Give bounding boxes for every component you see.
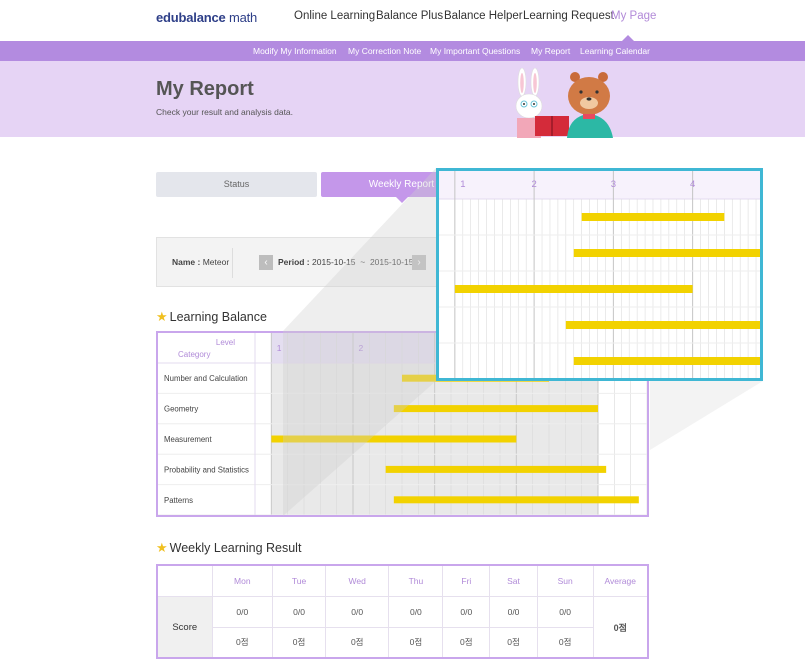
magnified-level-label: 2 xyxy=(531,179,536,190)
day-header-tue: Tue xyxy=(272,564,327,598)
magnified-bar xyxy=(454,285,693,293)
points-cell: 0점 xyxy=(388,626,444,659)
active-tab-indicator xyxy=(396,197,408,203)
chevron-right-icon: › xyxy=(417,257,421,268)
active-menu-indicator xyxy=(622,35,634,41)
site-logo[interactable]: edubalance math xyxy=(156,10,258,25)
subnav-learning-calendar[interactable]: Learning Calendar xyxy=(580,46,650,56)
subnav-correction-note[interactable]: My Correction Note xyxy=(348,46,422,56)
page-title: My Report xyxy=(156,78,254,100)
magnified-bar xyxy=(581,213,725,221)
magnified-bar xyxy=(573,357,760,365)
day-header-mon: Mon xyxy=(211,564,274,598)
fraction-cell: 0/0 xyxy=(442,596,491,628)
category-label: Geometry xyxy=(164,405,198,414)
hero-banner: My Report Check your result and analysis… xyxy=(0,61,805,137)
magnified-bar xyxy=(565,321,760,329)
points-cell: 0점 xyxy=(489,626,538,659)
magnified-header-band xyxy=(439,171,760,199)
category-label: Measurement xyxy=(164,435,213,444)
subnav-modify-info[interactable]: Modify My Information xyxy=(253,46,337,56)
period-range: Period : 2015-10-15 ~ 2015-10-15 xyxy=(278,257,414,267)
magnified-level-label: 4 xyxy=(690,179,695,190)
weekly-result-title: ★ Weekly Learning Result xyxy=(156,540,302,555)
menu-balance-helper[interactable]: Balance Helper xyxy=(444,10,523,22)
mascot-illustration xyxy=(515,68,613,138)
points-cell: 0점 xyxy=(325,626,390,659)
magnified-bar xyxy=(573,249,760,257)
day-header-fri: Fri xyxy=(442,564,491,598)
magnified-chart-svg: 1 2 3 4 xyxy=(439,171,760,378)
points-cell: 0점 xyxy=(211,626,274,659)
magnified-level-label: 3 xyxy=(611,179,616,190)
chevron-left-icon: ‹ xyxy=(264,257,268,268)
level-tick-label: 2 xyxy=(358,343,363,353)
tab-status[interactable]: Status xyxy=(156,172,317,197)
weekly-result-table: Mon Tue Wed Thu Fri Sat Sun Average Scor… xyxy=(156,564,649,659)
fraction-cell: 0/0 xyxy=(489,596,538,628)
menu-balance-plus[interactable]: Balance Plus xyxy=(376,10,444,22)
prev-period-button[interactable]: ‹ xyxy=(259,255,273,270)
chart-magnifier: 1 2 3 4 xyxy=(436,168,763,381)
level-header: Level xyxy=(216,338,235,347)
divider xyxy=(232,248,233,278)
day-header-sun: Sun xyxy=(536,564,594,598)
day-header-sat: Sat xyxy=(489,564,538,598)
magnified-level-label: 1 xyxy=(460,179,465,190)
day-header-wed: Wed xyxy=(325,564,390,598)
category-label: Patterns xyxy=(164,496,193,505)
student-name: Name : Meteor xyxy=(172,257,230,267)
fraction-cell: 0/0 xyxy=(536,596,594,628)
page-subtitle: Check your result and analysis data. xyxy=(156,107,294,117)
level-tick-label: 1 xyxy=(277,343,282,353)
sub-navigation: Modify My Information My Correction Note… xyxy=(0,41,805,61)
menu-learning-request[interactable]: Learning Request xyxy=(523,10,614,22)
menu-my-page[interactable]: My Page xyxy=(611,10,657,22)
menu-online-learning[interactable]: Online Learning xyxy=(294,10,376,22)
category-label: Probability and Statistics xyxy=(164,465,249,474)
next-period-button[interactable]: › xyxy=(412,255,426,270)
fraction-cell: 0/0 xyxy=(272,596,327,628)
subnav-important-questions[interactable]: My Important Questions xyxy=(430,46,521,56)
star-icon: ★ xyxy=(156,540,168,555)
category-header: Category xyxy=(178,350,210,359)
balance-bar xyxy=(271,435,517,443)
fraction-cell: 0/0 xyxy=(211,596,274,628)
points-cell: 0점 xyxy=(442,626,491,659)
fraction-cell: 0/0 xyxy=(388,596,444,628)
learning-balance-title: ★ Learning Balance xyxy=(156,309,267,324)
points-cell: 0점 xyxy=(536,626,594,659)
table-corner xyxy=(156,564,213,598)
average-value: 0점 xyxy=(592,596,649,659)
average-header: Average xyxy=(592,564,649,598)
category-label: Number and Calculation xyxy=(164,374,248,383)
points-cell: 0점 xyxy=(272,626,327,659)
day-header-thu: Thu xyxy=(388,564,444,598)
score-row-label: Score xyxy=(156,596,213,659)
balance-bar xyxy=(393,496,639,504)
balance-bar xyxy=(385,465,607,473)
subnav-my-report[interactable]: My Report xyxy=(531,46,571,56)
top-navigation: edubalance math Online Learning Balance … xyxy=(0,0,805,41)
balance-bar xyxy=(393,405,598,413)
fraction-cell: 0/0 xyxy=(325,596,390,628)
star-icon: ★ xyxy=(156,309,168,324)
